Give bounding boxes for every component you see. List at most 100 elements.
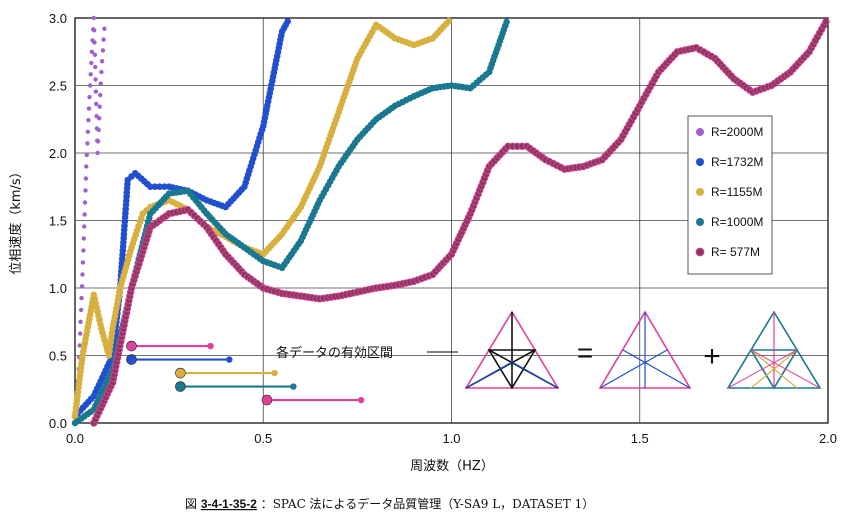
data-point [96, 127, 101, 133]
data-point [87, 94, 92, 100]
caption-text: ：SPAC 法によるデータ品質管理（Y-SA9 L，DATASET 1） [261, 496, 595, 511]
legend: R=2000M R=1732M R=1155M R=1000M R= 577M [687, 115, 773, 275]
data-point [86, 118, 91, 123]
legend-marker [696, 188, 704, 196]
data-point [100, 48, 106, 53]
data-point [78, 319, 83, 324]
data-point [81, 236, 87, 241]
caption-number: 3-4-1-35-2 [201, 497, 257, 511]
legend-item: R=1732M [696, 155, 763, 169]
data-point [147, 183, 154, 190]
data-point [78, 331, 83, 336]
series-layer [71, 15, 830, 427]
data-point [77, 343, 82, 348]
validity-bar [261, 394, 365, 406]
triangle-combined [464, 310, 560, 390]
data-point [82, 200, 88, 205]
data-point [85, 141, 90, 146]
validity-bar [126, 340, 214, 352]
data-point [92, 52, 98, 57]
y-tick-labels: 0.0 0.5 1.0 1.5 2.0 2.5 3.0 [49, 11, 67, 431]
data-point [86, 106, 92, 111]
legend-label: R=1155M [711, 185, 762, 199]
validity-bar [175, 367, 278, 379]
data-point [81, 248, 86, 253]
validity-bar [175, 381, 297, 392]
data-point [97, 104, 102, 109]
data-point [79, 284, 85, 289]
data-point [82, 212, 87, 217]
data-point [88, 72, 93, 77]
x-tick-labels: 0.0 0.5 1.0 1.5 2.0 [66, 431, 837, 446]
data-point [95, 150, 100, 156]
legend-item: R=2000M [696, 125, 763, 139]
equals-sign: = [577, 337, 593, 368]
x-tick-label: 0.5 [254, 431, 272, 446]
data-point [83, 176, 89, 181]
data-point [99, 69, 104, 75]
data-point [93, 89, 99, 94]
legend-marker [696, 218, 704, 226]
data-point [91, 15, 97, 21]
legend-item: R=1155M [696, 185, 762, 199]
series-r577m [90, 18, 830, 427]
legend-item: R=1000M [696, 215, 763, 229]
data-point [80, 272, 85, 277]
legend-marker [695, 247, 705, 257]
legend-item: R= 577M [695, 245, 760, 259]
data-point [95, 139, 101, 144]
legend-marker [696, 158, 704, 166]
data-point [97, 116, 102, 121]
validity-bar [126, 354, 233, 365]
svg-text:図 3-4-1-35-2 ：SPAC: 図 3-4-1-35-2 ：SPAC 法によるデータ品質管理（Y-SA9 L，D… [185, 496, 594, 511]
legend-label: R=1000M [711, 215, 763, 229]
y-tick-label: 1.5 [49, 214, 67, 229]
data-point [99, 59, 105, 64]
legend-label: R= 577M [711, 245, 760, 259]
y-tick-label: 0.5 [49, 349, 67, 364]
x-axis-label: 周波数（HZ） [410, 459, 494, 474]
x-tick-label: 2.0 [819, 431, 837, 446]
y-tick-label: 2.0 [49, 146, 67, 161]
data-point [822, 18, 830, 26]
data-point [93, 77, 98, 82]
x-tick-label: 1.0 [442, 431, 460, 446]
data-point [156, 183, 163, 190]
y-tick-label: 0.0 [49, 416, 67, 431]
triangle-large [598, 310, 692, 389]
data-point [89, 49, 95, 54]
legend-label: R=2000M [711, 125, 763, 139]
data-point [78, 307, 84, 313]
y-axis-label: 位相速度（km/s） [8, 165, 24, 274]
validity-label: 各データの有効区間 [276, 345, 393, 361]
validity-ranges [126, 340, 365, 406]
data-point [161, 183, 168, 190]
x-tick-label: 0.0 [66, 431, 84, 446]
data-point [92, 40, 97, 45]
data-point [151, 183, 159, 190]
data-point [89, 60, 94, 66]
data-point [101, 37, 106, 42]
data-point [503, 18, 510, 26]
data-point [85, 129, 91, 134]
plus-sign: + [703, 340, 721, 373]
y-tick-label: 2.5 [49, 79, 67, 94]
data-point [102, 26, 107, 31]
y-tick-label: 3.0 [49, 11, 67, 26]
series-r1155m [71, 17, 453, 420]
legend-marker [696, 128, 704, 136]
legend-label: R=1732M [711, 155, 763, 169]
data-point [92, 28, 97, 33]
data-point [94, 101, 99, 107]
data-point [93, 64, 98, 70]
x-tick-label: 1.5 [631, 431, 649, 446]
data-point [80, 260, 86, 265]
triangle-nested [726, 310, 822, 390]
data-point [84, 164, 89, 169]
y-tick-label: 1.0 [49, 281, 67, 296]
data-point [98, 81, 104, 86]
data-point [84, 152, 90, 158]
data-point [87, 83, 93, 88]
data-point [83, 188, 88, 193]
